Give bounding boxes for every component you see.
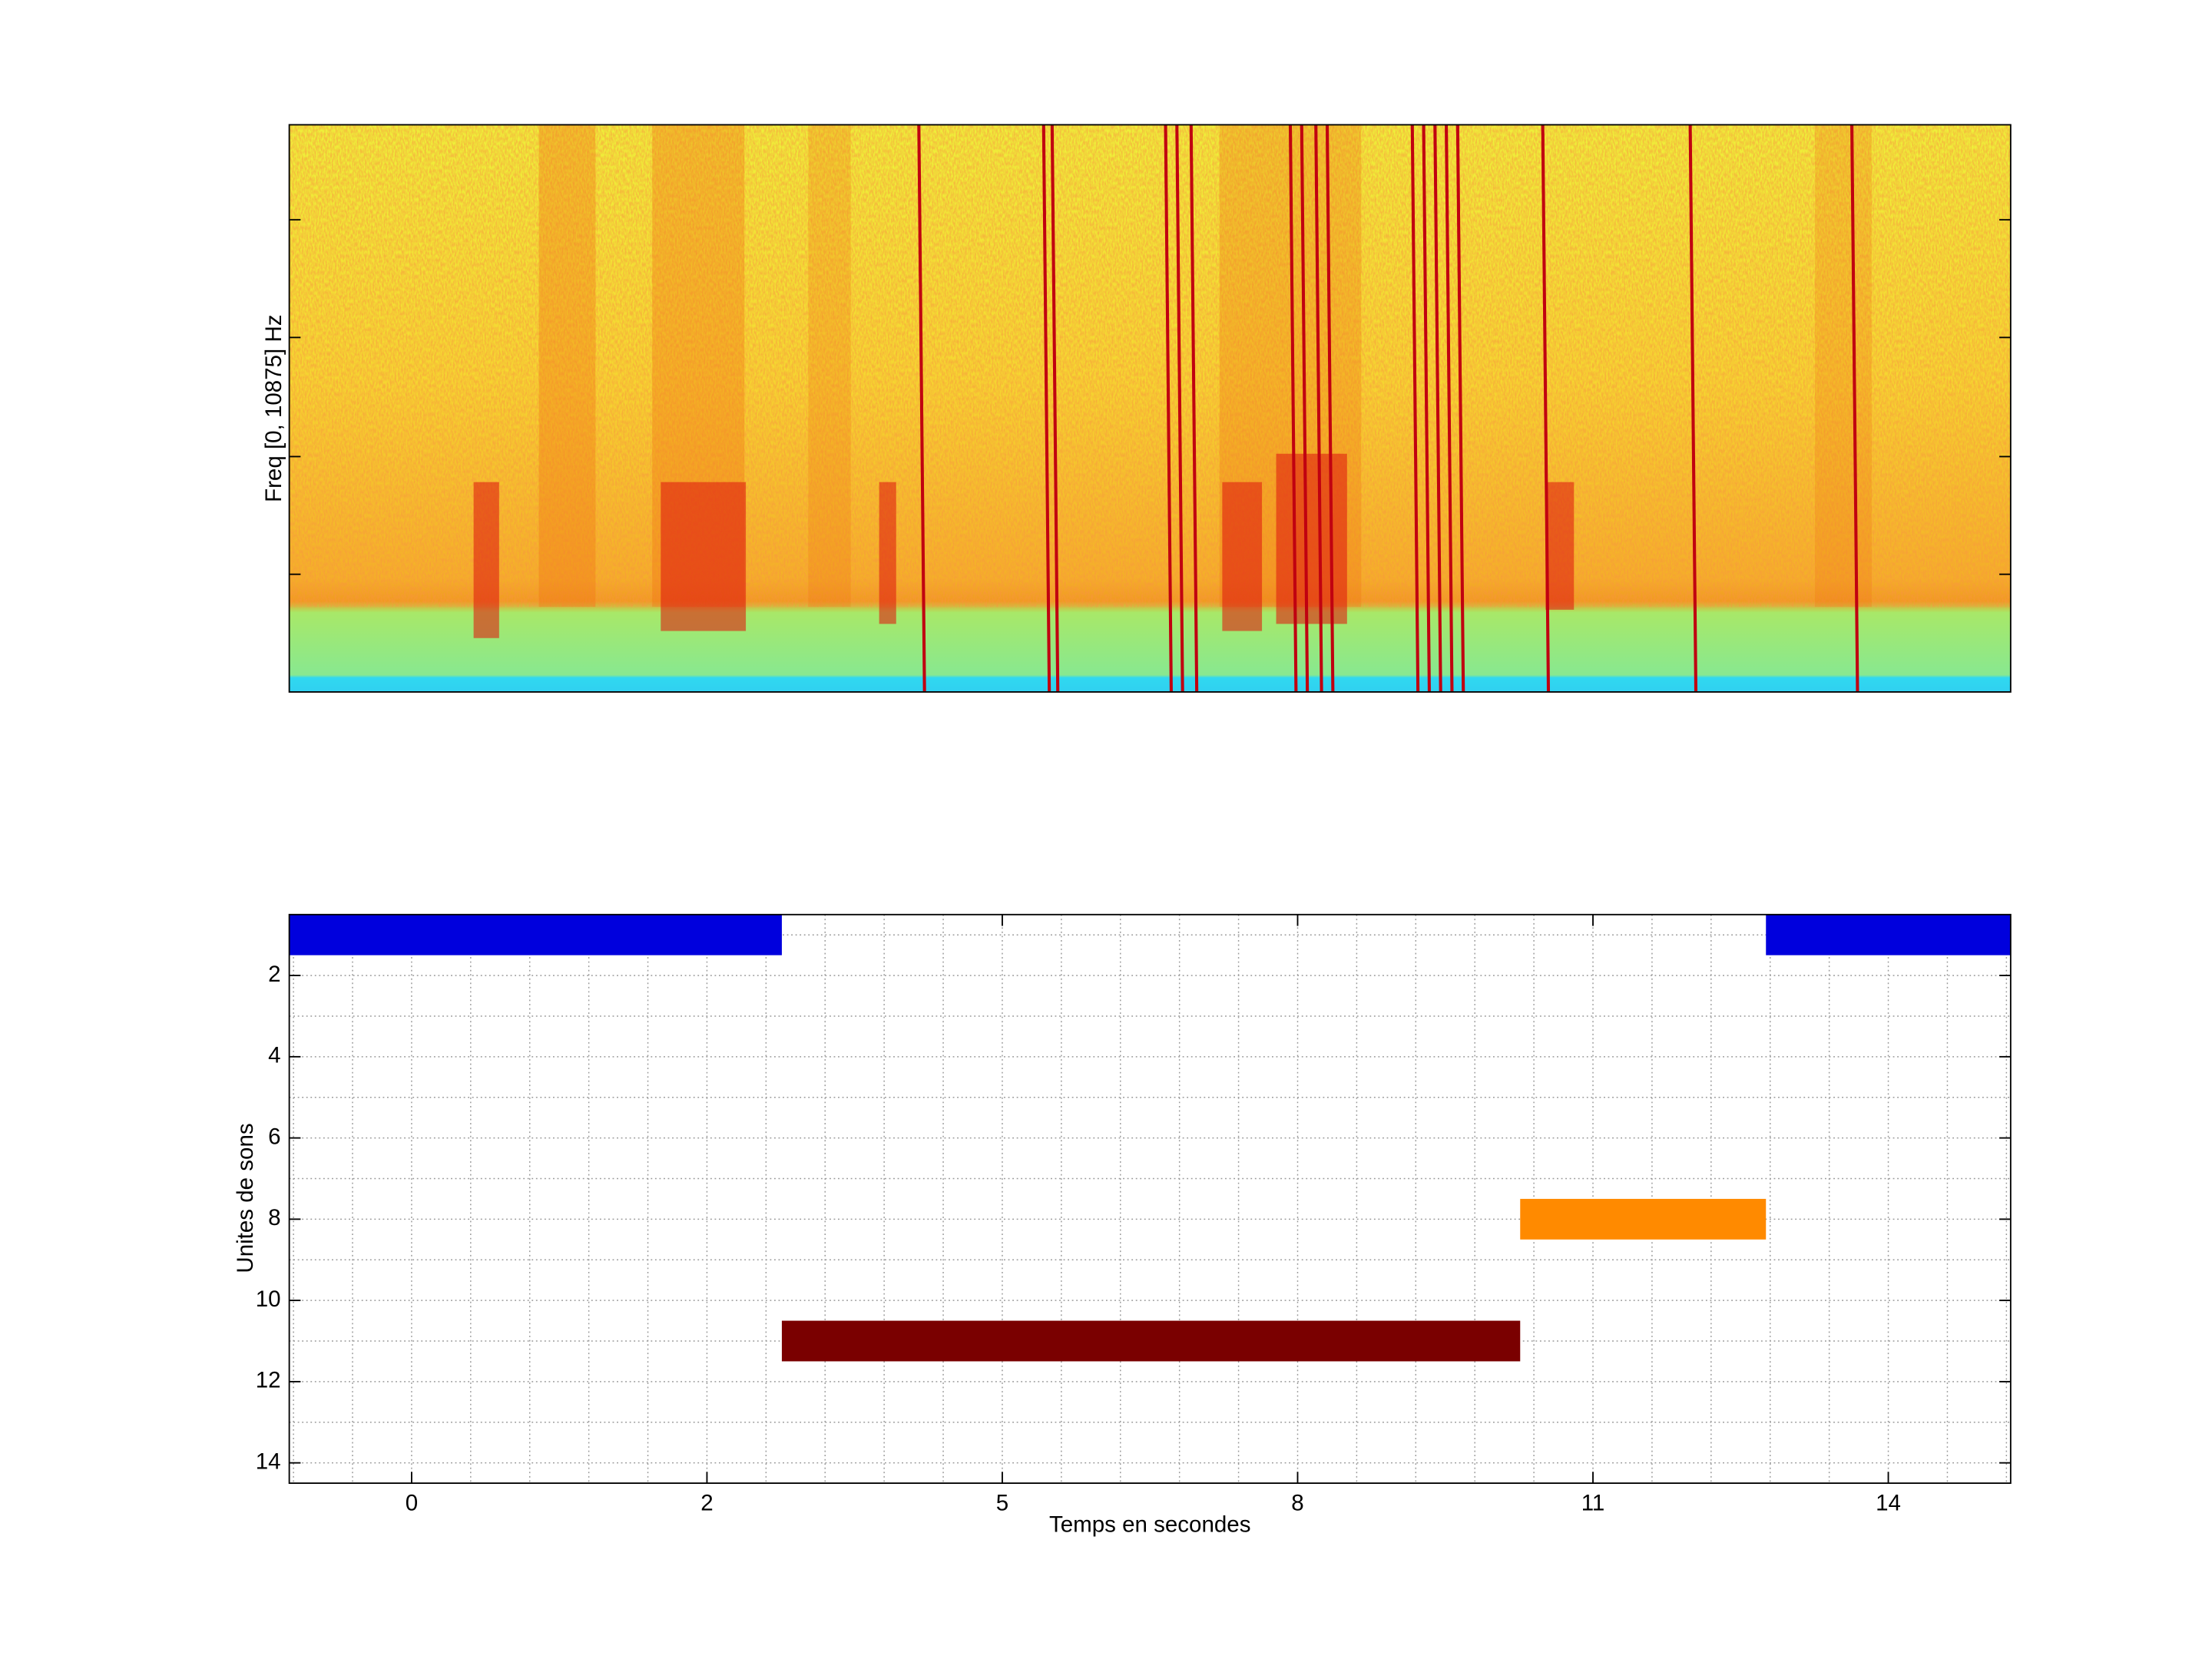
click-trace — [1164, 124, 1173, 692]
y-tick-label: 4 — [268, 1043, 280, 1068]
spectrogram — [289, 124, 2011, 692]
segment — [289, 914, 782, 955]
click-trace — [1050, 124, 1060, 692]
segment — [781, 1320, 1521, 1362]
energy-band — [808, 124, 851, 608]
click-trace — [1314, 124, 1323, 692]
click-trace — [1288, 124, 1298, 692]
click-trace — [1300, 124, 1310, 692]
energy-band — [1815, 124, 1872, 608]
y-tick-label: 2 — [268, 962, 280, 987]
plot-frame — [288, 913, 2012, 1484]
call — [661, 482, 747, 631]
click-trace — [1422, 124, 1431, 692]
click-trace — [1410, 124, 1420, 692]
click-trace — [1455, 124, 1465, 692]
click-trace — [1541, 124, 1551, 692]
y-tick-label: 8 — [268, 1205, 280, 1230]
click-trace — [917, 124, 926, 692]
y-tick-label: 10 — [256, 1286, 281, 1312]
call — [879, 482, 896, 624]
x-tick-label: 14 — [1876, 1491, 1901, 1516]
x-tick-label: 5 — [996, 1491, 1008, 1516]
segment — [1766, 914, 2011, 955]
x-axis-label: Temps en secondes — [1049, 1512, 1251, 1537]
click-trace — [1688, 124, 1698, 692]
call — [473, 482, 499, 638]
x-tick-label: 0 — [406, 1491, 418, 1516]
click-trace — [1175, 124, 1184, 692]
x-tick-label: 8 — [1291, 1491, 1303, 1516]
y-tick-label: 12 — [256, 1368, 281, 1393]
call — [1545, 482, 1575, 610]
energy-band — [538, 124, 596, 608]
y-tick-label: 6 — [268, 1124, 280, 1149]
click-trace — [1433, 124, 1442, 692]
click-trace — [1041, 124, 1051, 692]
click-trace — [1325, 124, 1335, 692]
y-axis-label: Unites de sons — [233, 1123, 258, 1273]
x-tick-label: 2 — [700, 1491, 713, 1516]
x-tick-label: 11 — [1581, 1491, 1605, 1516]
click-trace — [1445, 124, 1454, 692]
y-axis-label: Freq [0, 10875] Hz — [261, 314, 286, 502]
click-trace — [1189, 124, 1199, 692]
click-trace — [1850, 124, 1859, 692]
spectrogram-frame — [288, 124, 2012, 693]
y-tick-label: 14 — [256, 1449, 281, 1474]
segment — [1520, 1198, 1767, 1240]
spectrogram-texture — [289, 124, 2011, 608]
call — [1222, 482, 1263, 631]
call — [1276, 453, 1347, 624]
